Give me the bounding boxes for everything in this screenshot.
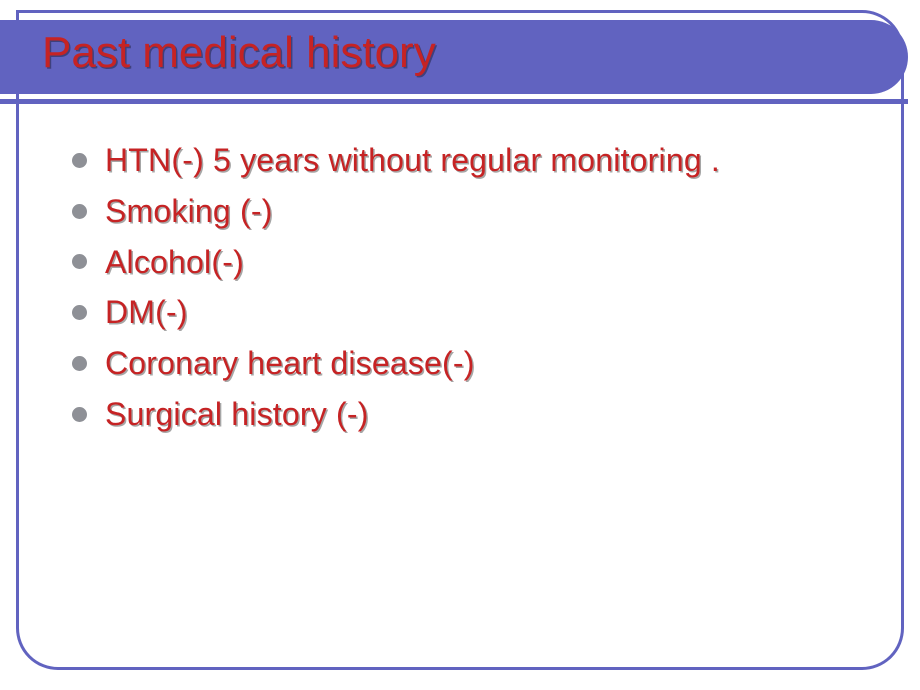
title-bar: Past medical history — [0, 20, 908, 104]
bullet-icon — [72, 356, 87, 371]
bullet-text: HTN(-) 5 years without regular monitorin… — [105, 142, 720, 179]
bullet-text: Coronary heart disease(-) — [105, 345, 475, 382]
title-bar-underline — [0, 99, 908, 104]
bullet-text: Surgical history (-) — [105, 396, 369, 433]
list-item: Smoking (-) — [72, 193, 892, 230]
list-item: Surgical history (-) — [72, 396, 892, 433]
list-item: HTN(-) 5 years without regular monitorin… — [72, 142, 892, 179]
bullet-text: DM(-) — [105, 294, 188, 331]
bullet-icon — [72, 305, 87, 320]
bullet-text: Alcohol(-) — [105, 244, 244, 281]
bullet-list: HTN(-) 5 years without regular monitorin… — [72, 142, 892, 447]
bullet-icon — [72, 254, 87, 269]
bullet-icon — [72, 153, 87, 168]
list-item: Alcohol(-) — [72, 244, 892, 281]
bullet-icon — [72, 204, 87, 219]
slide-title: Past medical history — [42, 28, 436, 78]
bullet-icon — [72, 407, 87, 422]
bullet-text: Smoking (-) — [105, 193, 273, 230]
list-item: Coronary heart disease(-) — [72, 345, 892, 382]
slide: Past medical history HTN(-) 5 years with… — [0, 0, 920, 690]
list-item: DM(-) — [72, 294, 892, 331]
